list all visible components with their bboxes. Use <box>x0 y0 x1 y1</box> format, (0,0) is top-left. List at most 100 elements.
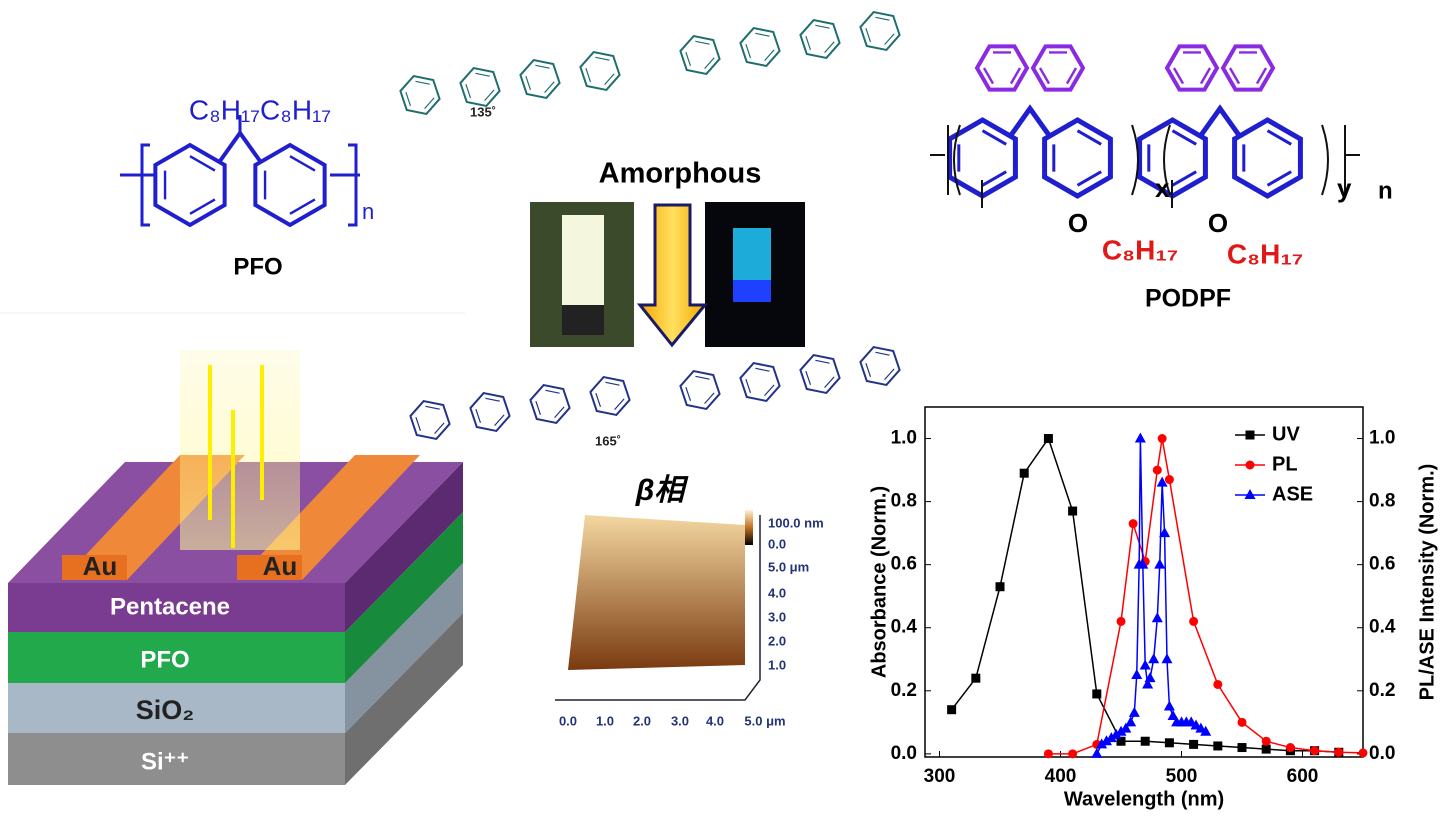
afm-scale-label: 1.0 <box>768 657 786 672</box>
ring-inner <box>535 389 565 419</box>
angle: 135˚ <box>470 104 496 119</box>
afm-scale-label: 2.0 <box>768 633 786 648</box>
afm-scale-label: 5.0 μm <box>768 559 809 574</box>
marker <box>1139 659 1151 670</box>
marker <box>1213 679 1223 689</box>
x-tick-label: 300 <box>924 766 956 787</box>
ring-inner <box>595 381 625 411</box>
ring-inner <box>745 367 775 397</box>
marker <box>1096 738 1108 749</box>
electrode: Au <box>83 551 118 581</box>
y2-axis-label: PL/ASE Intensity (Norm.) <box>1416 464 1438 701</box>
ring-inner <box>1242 128 1293 188</box>
ring <box>859 10 901 52</box>
marker <box>1131 669 1143 680</box>
y-tick-label: 0.8 <box>891 491 917 512</box>
ring <box>579 50 621 92</box>
structures <box>120 10 1360 441</box>
marker <box>1116 736 1126 746</box>
marker <box>1019 468 1029 478</box>
layout <box>0 202 805 785</box>
marker <box>1310 746 1320 756</box>
marker <box>1128 706 1140 717</box>
oxygen: O <box>1208 208 1228 238</box>
y2-tick-label: 0.8 <box>1369 491 1395 512</box>
marker <box>1189 616 1199 626</box>
ring <box>399 74 441 116</box>
marker <box>1091 747 1103 758</box>
marker <box>971 673 981 683</box>
ring-inner <box>465 72 495 102</box>
marker <box>1110 728 1122 739</box>
ring <box>799 353 841 395</box>
ring-inner <box>865 351 895 381</box>
ring-inner <box>982 51 1022 85</box>
ring-inner <box>475 397 505 427</box>
y2-tick-label: 0.0 <box>1369 743 1395 764</box>
marker <box>1245 460 1255 470</box>
ring <box>153 142 227 228</box>
ring <box>1220 44 1276 92</box>
afm-x-label: 1.0 <box>596 713 614 728</box>
vial-glow-bottom <box>733 280 771 302</box>
marker <box>1137 558 1149 569</box>
ring-inner <box>1228 51 1268 85</box>
afm-x-label: 0.0 <box>559 713 577 728</box>
plot-frame <box>924 406 1364 758</box>
y-tick-label: 0.0 <box>891 743 917 764</box>
repeat-n: n <box>362 199 374 224</box>
ring <box>799 18 841 60</box>
marker <box>1161 653 1173 664</box>
ring <box>679 34 721 76</box>
ring-inner <box>1038 51 1078 85</box>
afm-surface <box>568 515 745 670</box>
ring <box>253 142 327 228</box>
alkyl-chain: C₈H₁₇ <box>1227 238 1303 269</box>
marker <box>1151 612 1163 623</box>
ring-inner <box>1052 128 1103 188</box>
bridge <box>218 129 262 163</box>
vial-cap <box>562 305 604 335</box>
marker <box>1358 748 1368 758</box>
brackets <box>120 143 360 227</box>
y-tick-label: 0.4 <box>891 617 918 638</box>
ring-inner <box>405 80 435 110</box>
afm-x-label: 3.0 <box>671 713 689 728</box>
marker <box>1213 741 1223 751</box>
ring-inner <box>685 40 715 70</box>
side-chain: C₈H₁₇C₈H₁₇ <box>189 94 331 125</box>
y-tick-label: 0.6 <box>891 554 917 575</box>
ring <box>739 361 781 403</box>
marker <box>1163 700 1175 711</box>
ring <box>859 345 901 387</box>
marker <box>1144 672 1156 683</box>
marker <box>1148 653 1160 664</box>
marker <box>1334 747 1344 757</box>
marker <box>1244 489 1256 499</box>
electrode: Au <box>263 551 298 581</box>
marker <box>1157 434 1167 444</box>
podpf-name: PODPF <box>1145 285 1231 313</box>
marker <box>1261 736 1271 746</box>
marker <box>1134 432 1146 443</box>
marker <box>1116 616 1126 626</box>
beta-phase: β相 <box>635 474 690 507</box>
legend-label: ASE <box>1272 483 1313 505</box>
marker <box>1164 475 1174 485</box>
afm-scale-label: 100.0 nm <box>768 515 824 530</box>
ring-inner <box>585 56 615 86</box>
ring <box>739 26 781 68</box>
transition-arrow <box>636 203 709 348</box>
ring <box>1232 117 1303 199</box>
ring <box>529 383 571 425</box>
sub-x: x <box>1155 173 1170 203</box>
ring <box>974 44 1030 92</box>
marker <box>1167 710 1179 721</box>
brackets <box>930 124 1360 196</box>
ring <box>469 391 511 433</box>
y-axis-label: Absorbance (Norm.) <box>868 486 890 678</box>
marker <box>947 705 957 715</box>
marker <box>1092 689 1102 699</box>
afm-x-label: 4.0 <box>706 713 724 728</box>
